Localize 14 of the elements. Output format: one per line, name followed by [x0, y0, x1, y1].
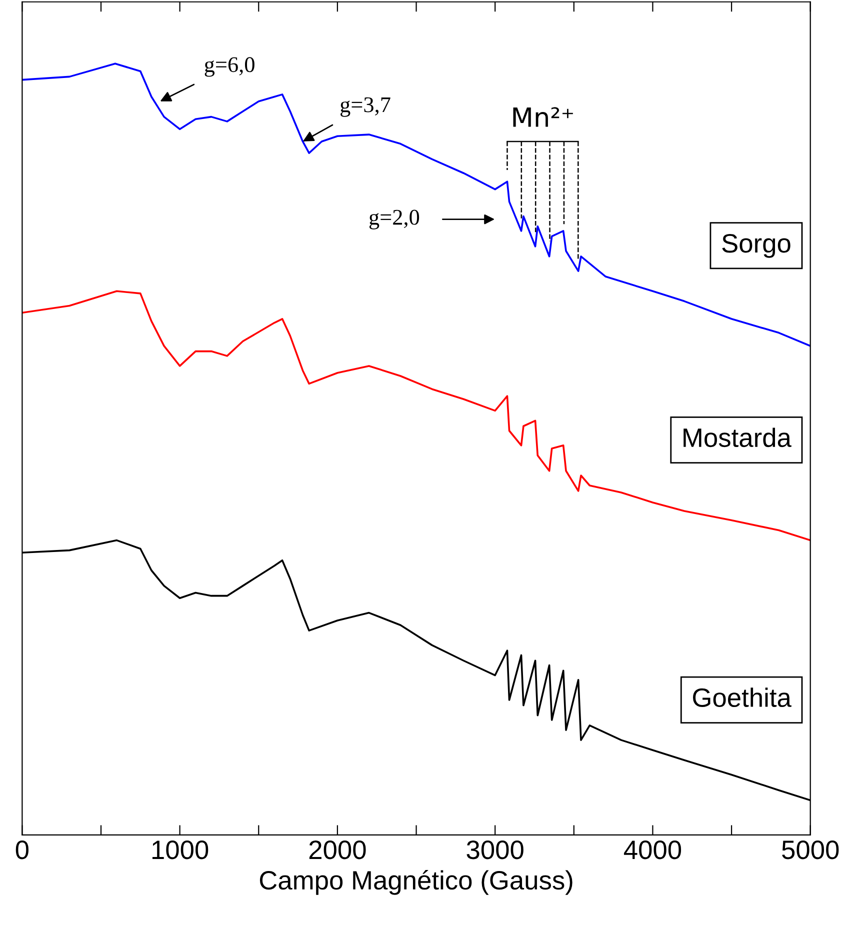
x-tick-label: 1000	[152, 840, 208, 860]
annotation: g=6,0	[204, 57, 254, 77]
x-tick-label: 3000	[466, 840, 524, 860]
text: Mostarda	[684, 428, 792, 448]
annotation: Mn²⁺	[513, 107, 573, 127]
x-tick-label: 2000	[309, 840, 366, 860]
text: Sorgo	[722, 234, 790, 258]
x-axis-title: Campo Magnético (Gauss)	[260, 870, 572, 895]
x-tick-label: 4000	[624, 840, 682, 860]
text: Goethita	[693, 688, 792, 708]
x-tick-label: 5000	[782, 840, 839, 860]
annotation: g=2,0	[369, 210, 420, 230]
annotation: g=3,7	[340, 97, 390, 117]
x-tick-label: 0	[16, 840, 28, 860]
